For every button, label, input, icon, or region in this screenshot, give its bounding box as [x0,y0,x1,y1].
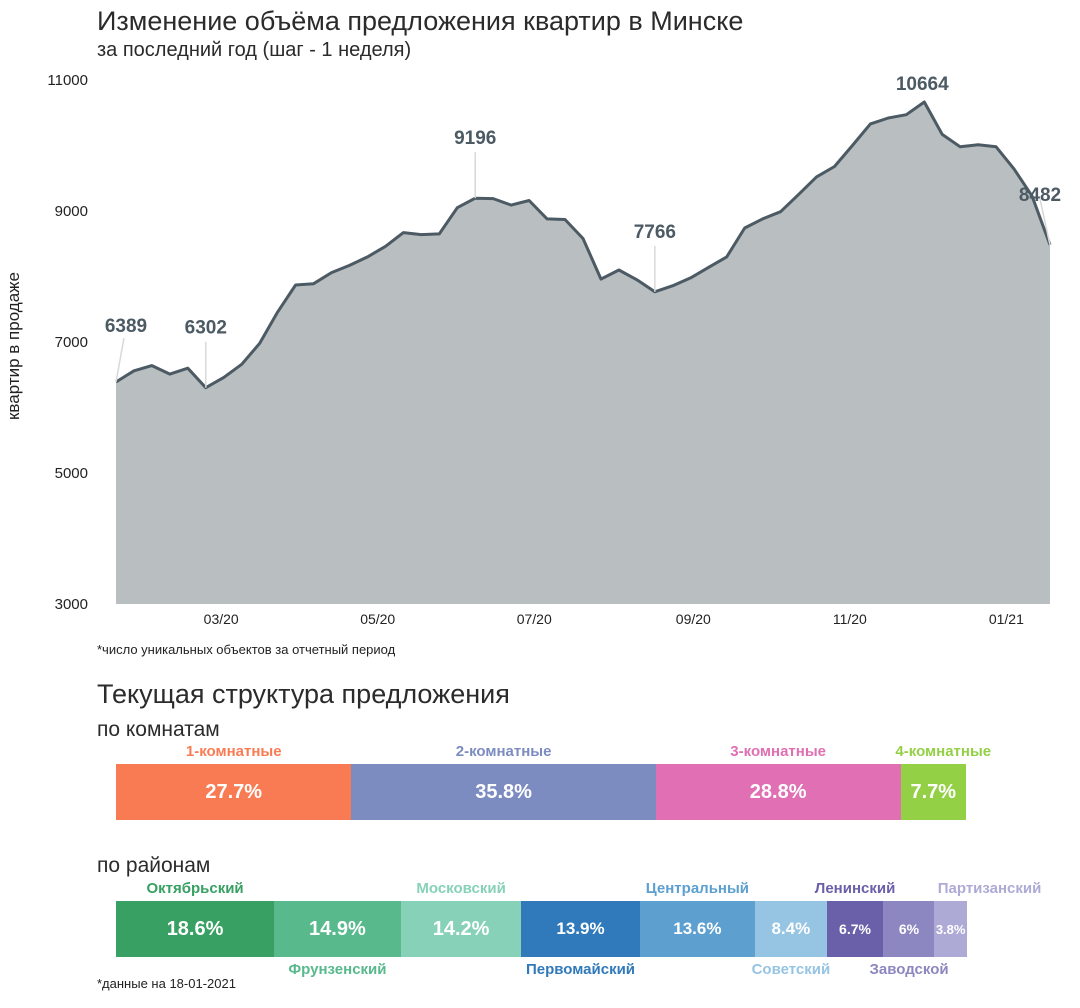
y-tick-label: 3000 [55,596,88,613]
rooms-subtitle: по комнатам [97,718,220,741]
area-chart: 3000 5000 7000 9000 11000 03/20 05/20 07/20 09/2… [47,72,1061,627]
annotation-label: 9196 [454,128,496,149]
annotation-label: 8482 [1019,185,1061,206]
segment-name-3: Московский [416,880,506,897]
annotation-label: 6389 [105,316,147,337]
segment-9: 3.8% [934,901,967,957]
rooms-stacked-bar: 27.7% 35.8% 28.8% 7.7% [116,764,966,820]
segment-name-6: Советский [751,961,831,978]
y-tick-label: 7000 [55,334,88,351]
segment-4: 13.9% [521,901,640,957]
structure-title: Текущая структура предложения [97,679,510,709]
segment-name-2: 2-комнатные [455,743,552,760]
y-axis-label: квартир в продаже [4,272,23,420]
chart-title: Изменение объёма предложения квартир в М… [97,6,744,36]
chart-subtitle: за последний год (шаг - 1 неделя) [97,39,412,61]
series-line [115,100,1052,390]
segment-name-9: Партизанский [937,880,1042,897]
segment-5: 13.6% [639,901,756,957]
x-tick-label: 01/21 [989,611,1024,627]
segment-4: 7.7% [900,764,966,820]
x-tick-label: 03/20 [204,611,239,627]
segment-2: 14.9% [274,901,401,957]
districts-stacked-bar: 18.6% 14.9% 14.2% 13.9% 13.6% 8.4% 6.7% 6% 3.8% [116,901,967,957]
x-tick-label: 07/20 [517,611,552,627]
annotation-label: 10664 [896,74,949,95]
segment-name-4: 4-комнатные [895,743,992,760]
segment-7: 6.7% [826,901,884,957]
y-tick-label: 11000 [47,72,88,89]
x-tick-label: 09/20 [676,611,711,627]
segment-6: 8.4% [755,901,827,957]
area-fill [116,102,1050,604]
segment-name-8: Заводской [869,961,949,978]
segment-name-7: Ленинский [814,880,896,897]
segment-name-4: Первомайский [526,961,636,978]
annotation-leader [1039,198,1051,246]
chart-footnote: *число уникальных объектов за отчетный п… [97,642,396,657]
data-date-footnote: *данные на 18-01-2021 [97,976,236,991]
segment-3: 14.2% [400,901,522,957]
segment-2: 35.8% [351,764,656,820]
segment-name-1: Октябрьский [146,880,244,897]
segment-name-3: 3-комнатные [730,743,826,760]
y-tick-label: 9000 [55,203,88,220]
x-tick-label: 11/20 [833,611,867,627]
segment-8: 6% [883,901,935,957]
segment-name-1: 1-комнатные [185,743,282,760]
segment-name-5: Центральный [645,880,750,897]
segment-1: 27.7% [116,764,352,820]
districts-subtitle: по районам [97,854,211,877]
annotation-label: 6302 [185,318,227,339]
segment-1: 18.6% [116,901,275,957]
x-tick-label: 05/20 [360,611,395,627]
annotation-label: 7766 [634,222,676,243]
segment-3: 28.8% [655,764,901,820]
segment-name-2: Фрунзенский [288,961,387,978]
y-tick-label: 5000 [55,465,88,482]
annotation-leader [115,337,125,383]
